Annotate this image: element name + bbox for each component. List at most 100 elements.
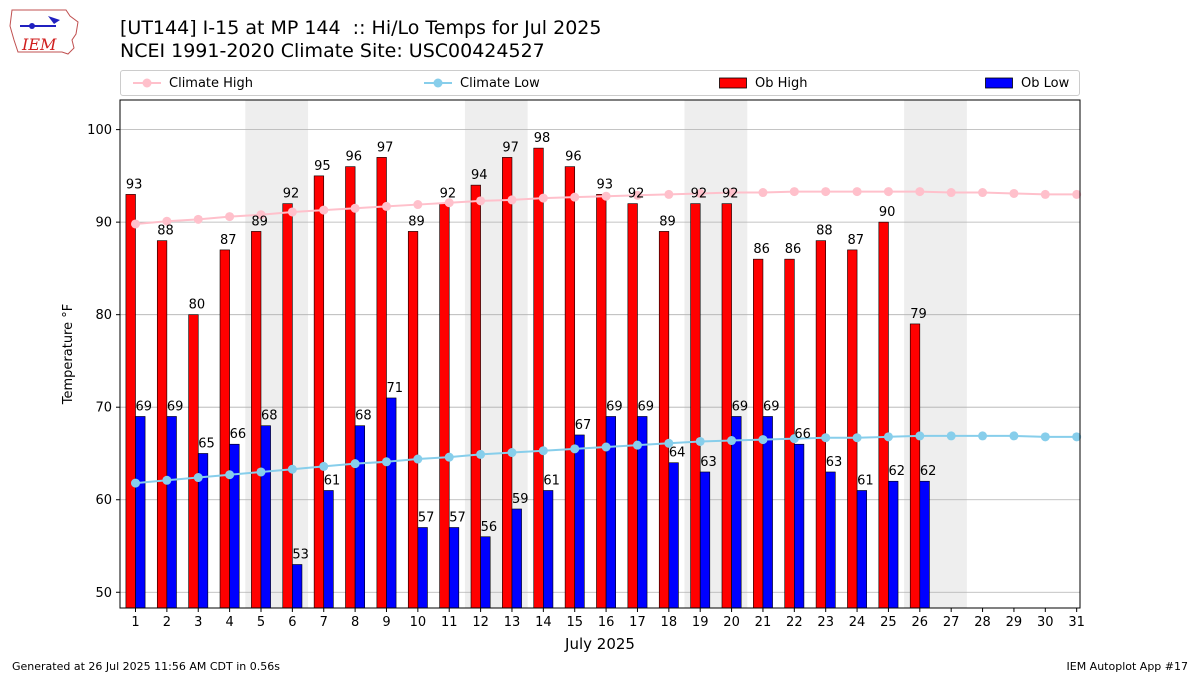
legend-climate-low: Climate Low: [424, 71, 540, 95]
climate-low-point: [444, 452, 454, 462]
ob-high-bar: [784, 258, 795, 609]
ob-low-bar-label: 66: [230, 427, 247, 442]
climate-high-point: [915, 187, 925, 197]
y-axis-label: Temperature °F: [61, 304, 76, 405]
climate-high-point: [162, 216, 172, 226]
ob-low-bar-label: 68: [261, 409, 278, 424]
climate-high-point: [256, 210, 266, 220]
ob-low-bar: [480, 536, 491, 609]
x-tick-label: 24: [849, 615, 866, 630]
ob-low-bar: [574, 434, 585, 609]
climate-low-point: [319, 461, 329, 471]
ob-low-bar: [323, 490, 334, 609]
climate-high-point: [632, 190, 642, 200]
x-tick-label: 5: [257, 615, 265, 630]
ob-low-bar: [229, 443, 240, 609]
ob-low-bar: [731, 416, 742, 609]
climate-low-point: [287, 464, 297, 474]
climate-high-point: [695, 188, 705, 198]
climate-low-point: [381, 457, 391, 467]
climate-low-point: [695, 436, 705, 446]
climate-high-point: [821, 187, 831, 197]
ob-high-bar-label: 92: [722, 187, 739, 202]
climate-high-point: [978, 188, 988, 198]
generated-timestamp: Generated at 26 Jul 2025 11:56 AM CDT in…: [12, 660, 280, 673]
climate-low-point: [601, 442, 611, 452]
climate-low-point: [1072, 432, 1082, 442]
ob-high-swatch: [719, 77, 747, 89]
x-tick-label: 16: [598, 615, 615, 630]
ob-low-bar: [166, 416, 177, 609]
climate-high-point: [946, 188, 956, 198]
x-tick-label: 13: [504, 615, 521, 630]
ob-high-bar: [470, 184, 481, 609]
climate-high-swatch: [133, 78, 161, 88]
ob-low-bar-label: 59: [512, 492, 529, 507]
ob-high-bar: [376, 157, 387, 609]
x-axis-label: July 2025: [564, 635, 635, 653]
ob-high-bar-label: 86: [785, 242, 802, 257]
ob-high-bar: [596, 194, 607, 609]
y-tick-label: 80: [95, 308, 112, 323]
x-tick-label: 28: [974, 615, 991, 630]
x-tick-label: 8: [351, 615, 359, 630]
x-tick-label: 20: [723, 615, 740, 630]
ob-high-bar-label: 88: [816, 224, 833, 239]
ob-low-bar-label: 61: [857, 473, 874, 488]
x-tick-label: 3: [194, 615, 202, 630]
ob-low-bar-label: 63: [826, 455, 843, 470]
climate-high-point: [444, 198, 454, 208]
ob-low-bar-label: 64: [669, 446, 686, 461]
climate-high-point: [350, 203, 360, 213]
climate-high-point: [131, 219, 140, 229]
ob-low-bar: [762, 416, 773, 609]
ob-low-bar-label: 62: [888, 464, 905, 479]
climate-high-point: [758, 188, 768, 198]
ob-low-bar-label: 69: [732, 399, 749, 414]
x-tick-label: 4: [225, 615, 233, 630]
climate-high-point: [601, 191, 611, 201]
climate-low-point: [1009, 431, 1019, 441]
ob-low-bar-label: 57: [449, 510, 466, 525]
x-tick-label: 18: [661, 615, 678, 630]
ob-low-bar: [354, 425, 366, 609]
climate-low-point: [789, 434, 799, 444]
x-tick-label: 22: [786, 615, 803, 630]
climate-high-point: [570, 192, 580, 202]
climate-low-point: [758, 435, 768, 445]
ob-low-bar-label: 69: [136, 399, 153, 414]
climate-low-point: [978, 431, 988, 441]
y-tick-label: 50: [95, 586, 112, 601]
x-tick-label: 31: [1068, 615, 1085, 630]
x-tick-label: 17: [629, 615, 646, 630]
legend-ob-high: Ob High: [719, 71, 808, 95]
ob-low-bar: [668, 462, 679, 609]
climate-low-point: [476, 449, 486, 459]
climate-low-point: [507, 448, 517, 458]
climate-low-point: [821, 433, 831, 443]
ob-low-bar-label: 61: [543, 473, 560, 488]
ob-high-bar: [156, 240, 168, 609]
climate-high-point: [507, 195, 517, 205]
y-tick-label: 100: [87, 123, 112, 138]
ob-high-bar-label: 92: [440, 187, 457, 202]
ob-low-bar-label: 65: [198, 436, 215, 451]
ob-high-bar-label: 98: [534, 131, 551, 146]
climate-low-point: [413, 454, 423, 464]
ob-low-bar-label: 57: [418, 510, 435, 525]
ob-high-bar-label: 95: [314, 159, 331, 174]
ob-low-bar: [135, 416, 146, 609]
climate-high-point: [664, 189, 674, 199]
climate-high-point: [538, 193, 548, 203]
ob-low-bar: [888, 480, 899, 609]
climate-high-point: [1040, 189, 1050, 199]
bar-value-labels: 93 88 80 87 89 92 95 96 97 89 92 94 97 98 96 93 92 89 92 92…: [126, 131, 936, 562]
ob-high-bar-label: 80: [189, 298, 206, 313]
ob-high-bar: [313, 175, 325, 609]
x-tick-label: 29: [1006, 615, 1023, 630]
climate-high-point: [319, 205, 329, 215]
ob-low-bar-label: 56: [481, 520, 498, 535]
climate-high-point: [193, 214, 203, 224]
climate-low-point: [1040, 432, 1050, 442]
